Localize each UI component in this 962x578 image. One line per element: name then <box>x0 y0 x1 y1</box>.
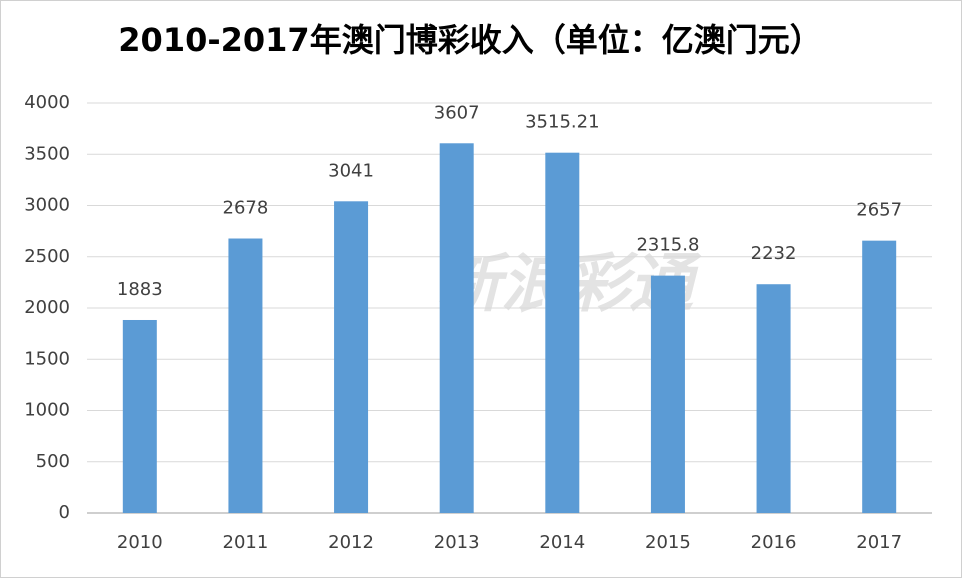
y-tick-label: 500 <box>36 451 70 472</box>
bar <box>862 240 897 513</box>
bar <box>439 143 474 513</box>
bar <box>650 275 685 513</box>
x-tick-label: 2016 <box>751 532 797 553</box>
bar <box>334 201 369 514</box>
y-tick-label: 4000 <box>24 92 70 113</box>
x-tick-label: 2012 <box>328 532 374 553</box>
value-label: 2232 <box>751 243 797 264</box>
x-tick-label: 2017 <box>856 532 902 553</box>
x-tick-label: 2011 <box>223 532 269 553</box>
x-tick-label: 2015 <box>645 532 691 553</box>
value-label: 1883 <box>117 279 163 300</box>
chart-title: 2010-2017年澳门博彩收入（单位：亿澳门元） <box>118 21 821 59</box>
value-label: 2315.8 <box>636 235 699 256</box>
x-tick-label: 2014 <box>539 532 585 553</box>
y-tick-label: 0 <box>59 502 70 523</box>
bar <box>228 238 263 513</box>
x-tick-label: 2013 <box>434 532 480 553</box>
bar <box>122 319 157 513</box>
value-label: 3607 <box>434 102 480 123</box>
x-tick-label: 2010 <box>117 532 163 553</box>
value-label: 3041 <box>328 160 374 181</box>
y-tick-label: 3500 <box>24 143 70 164</box>
y-tick-label: 1000 <box>24 400 70 421</box>
value-label: 2678 <box>223 198 269 219</box>
y-tick-label: 2500 <box>24 246 70 267</box>
y-tick-label: 2000 <box>24 297 70 318</box>
bar <box>756 284 791 513</box>
y-tick-label: 1500 <box>24 348 70 369</box>
y-tick-label: 3000 <box>24 195 70 216</box>
bar <box>545 152 580 513</box>
value-label: 2657 <box>856 200 902 221</box>
value-label: 3515.21 <box>525 112 599 133</box>
